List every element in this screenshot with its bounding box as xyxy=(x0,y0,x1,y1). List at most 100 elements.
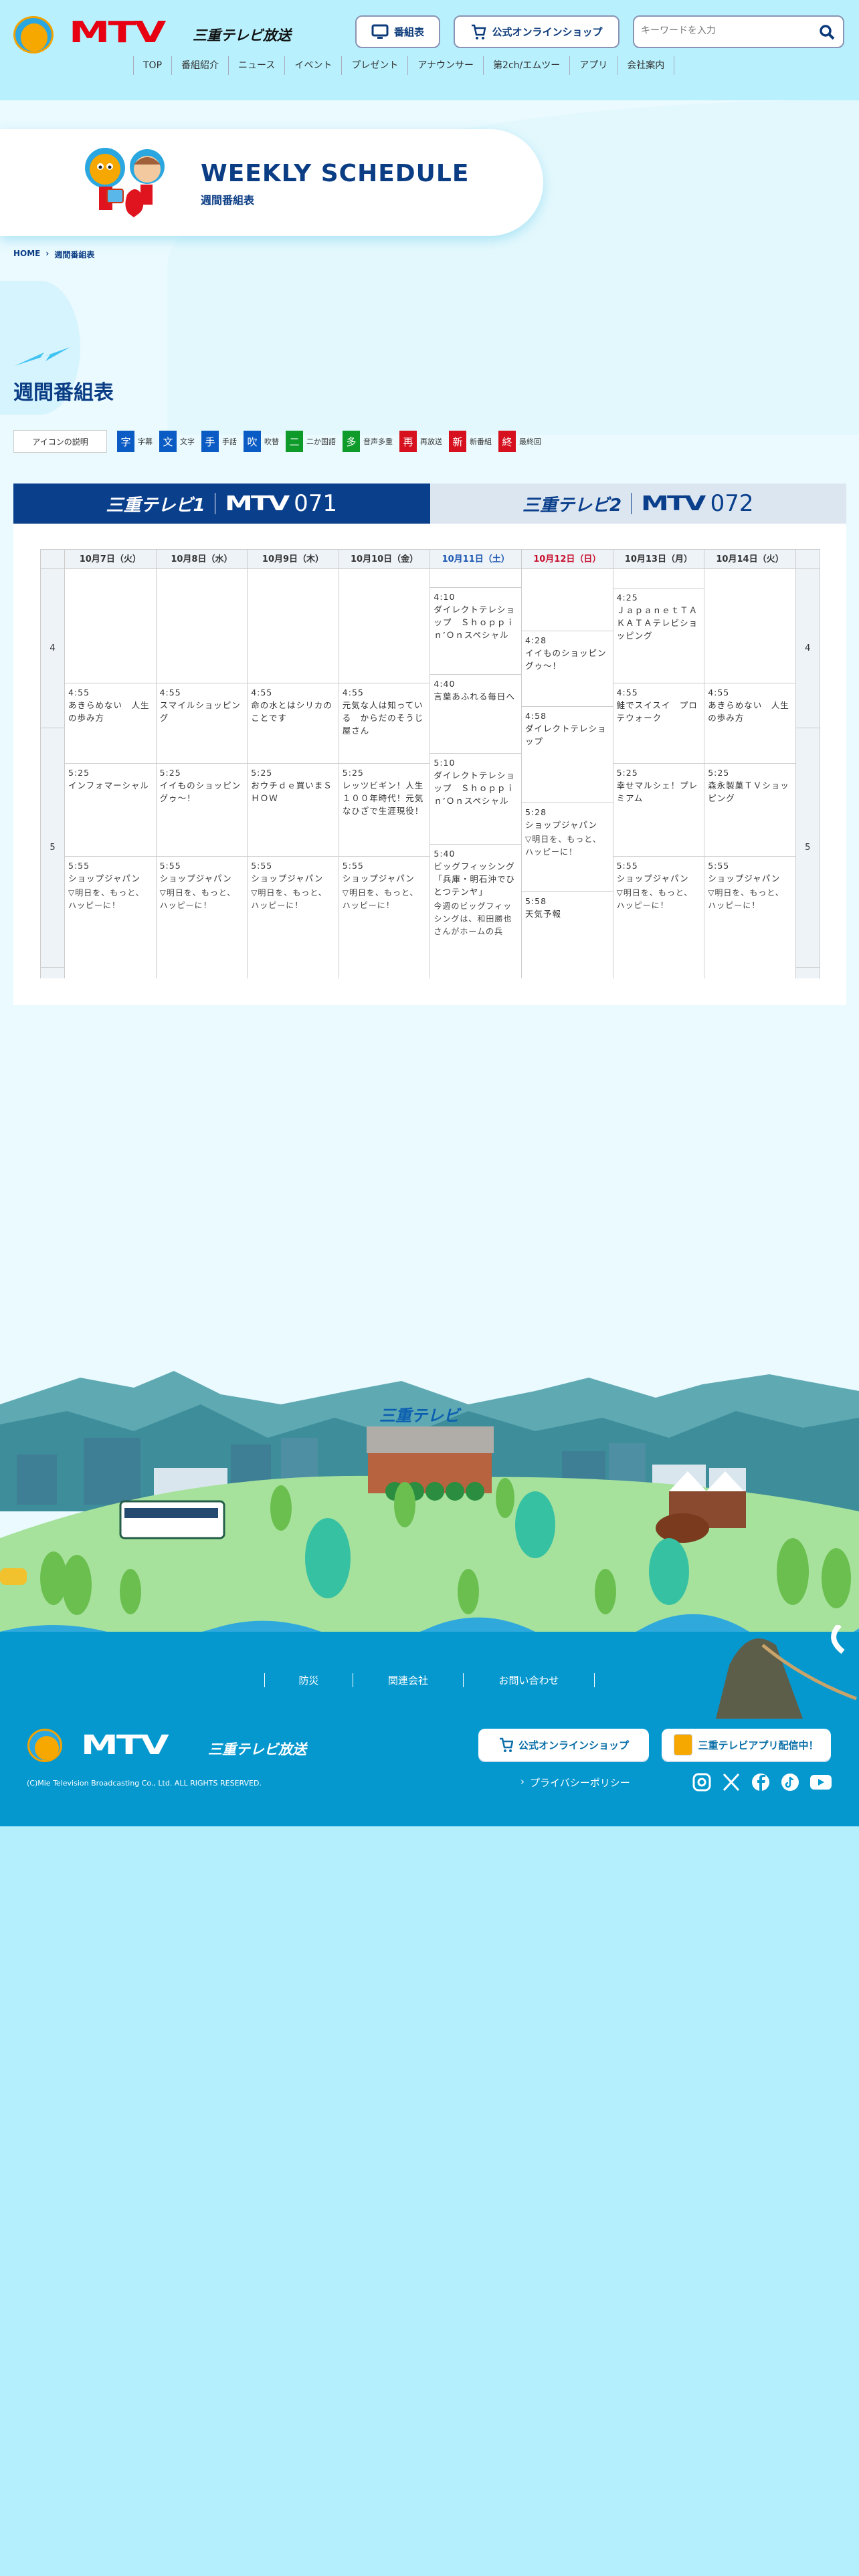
program-cell[interactable]: 4:25 ＪａｐａｎｅｔＴＡＫＡＴＡテレビショッピング xyxy=(613,588,704,683)
program-time: 5:25 xyxy=(68,768,90,778)
header-corner xyxy=(41,550,65,569)
program-cell[interactable]: 5:55 ショップジャパン ▽明日を、もっと、ハッピーに！ xyxy=(339,857,430,978)
hour-label: 4 xyxy=(41,569,64,728)
program-cell[interactable]: 4:40 言葉あふれる毎日へ xyxy=(430,675,521,754)
online-shop-label: 公式オンラインショップ xyxy=(492,26,603,38)
empty-slot xyxy=(704,569,795,683)
online-shop-button[interactable]: 公式オンラインショップ xyxy=(454,15,619,48)
nav-announcers[interactable]: アナウンサー xyxy=(407,56,483,75)
day-header[interactable]: 10月14日（火） xyxy=(704,550,796,569)
facebook-icon[interactable] xyxy=(751,1772,771,1792)
logo-subtitle: 三重テレビ放送 xyxy=(193,27,291,43)
footer-link-disaster[interactable]: 防災 xyxy=(264,1673,353,1687)
channel-brand: MTV xyxy=(641,492,706,516)
header-corner xyxy=(795,550,820,569)
x-icon[interactable] xyxy=(721,1772,741,1792)
program-cell[interactable]: 5:55 ショップジャパン ▽明日を、もっと、ハッピーに！ xyxy=(248,857,339,978)
program-title: 天気予報 xyxy=(525,909,562,919)
program-cell[interactable]: 4:55 あきらめない 人生の歩み方 xyxy=(65,683,156,764)
day-header[interactable]: 10月9日（木） xyxy=(248,550,339,569)
legend-label: 音声多重 xyxy=(363,437,393,446)
nav-company[interactable]: 会社案内 xyxy=(617,56,675,75)
nav-events[interactable]: イベント xyxy=(284,56,341,75)
youtube-icon[interactable] xyxy=(809,1772,832,1792)
nav-2ch[interactable]: 第2ch/エムツー xyxy=(483,56,569,75)
hour-label: 5 xyxy=(795,728,820,968)
program-cell[interactable]: 5:25 インフォマーシャル xyxy=(65,764,156,857)
tab-channel-1[interactable]: 三重テレビ1 MTV 071 xyxy=(13,484,430,524)
program-cell[interactable]: 5:25 レッツビギン！人生１００年時代！元気なひざで生涯現役！ xyxy=(339,764,430,857)
cart-icon xyxy=(472,24,487,39)
program-cell[interactable]: 5:25 おウチｄｅ買いまＳＨＯＷ xyxy=(248,764,339,857)
schedule-grid[interactable]: 4 5 4 5 10月7日（火） 4:55 あきらめない 人生の歩み方 5:25 インフォマーシ… xyxy=(40,549,820,978)
nav-app[interactable]: アプリ xyxy=(569,56,617,75)
program-cell[interactable]: 4:10 ダイレクトテレショップ Ｓｈｏｐｐｉｎ’Ｏｎスペシャル xyxy=(430,588,521,675)
logo-text: MTV xyxy=(69,15,166,49)
program-cell[interactable]: 4:55 あきらめない 人生の歩み方 xyxy=(704,683,795,764)
program-title: あきらめない 人生の歩み方 xyxy=(68,700,150,723)
legend-badge: 文 xyxy=(159,431,177,452)
footer-link-affiliates[interactable]: 関連会社 xyxy=(353,1673,463,1687)
program-cell[interactable]: 5:55 ショップジャパン ▽明日を、もっと、ハッピーに！ xyxy=(157,857,248,978)
program-title: ダイレクトテレショップ Ｓｈｏｐｐｉｎ’Ｏｎスペシャル xyxy=(434,605,515,640)
program-title: スマイルショッピング xyxy=(159,700,241,723)
day-header[interactable]: 10月11日（土） xyxy=(430,550,522,569)
footer-link-contact[interactable]: お問い合わせ xyxy=(463,1673,595,1687)
empty-slot xyxy=(339,569,430,683)
program-cell[interactable]: 4:55 鮭でスイスイ プロテウォーク xyxy=(613,683,704,764)
program-cell[interactable]: 4:55 命の水とはシリカのことです xyxy=(248,683,339,764)
day-header[interactable]: 10月13日（月） xyxy=(613,550,705,569)
program-cell[interactable]: 5:55 ショップジャパン ▽明日を、もっと、ハッピーに！ xyxy=(704,857,795,978)
program-time: 5:55 xyxy=(708,861,730,871)
program-cell[interactable]: 4:55 スマイルショッピング xyxy=(156,683,248,764)
program-cell[interactable]: 5:55 ショップジャパン ▽明日を、もっと、ハッピーに！ xyxy=(65,857,156,978)
day-header[interactable]: 10月12日（日） xyxy=(522,550,613,569)
breadcrumb: HOME › 週間番組表 xyxy=(13,249,94,260)
day-header[interactable]: 10月10日（金） xyxy=(339,550,431,569)
nav-top[interactable]: TOP xyxy=(133,56,171,75)
program-cell[interactable]: 4:58 ダイレクトテレショップ xyxy=(522,707,613,803)
program-title: ショップジャパン xyxy=(616,873,689,883)
program-cell[interactable]: 5:58 天気予報 xyxy=(522,892,613,978)
footer-shop-button[interactable]: 公式オンラインショップ xyxy=(478,1729,649,1761)
program-cell[interactable]: 5:28 ショップジャパン ▽明日を、もっと、ハッピーに！ xyxy=(522,803,613,892)
program-title: イイものショッピングゥ～！ xyxy=(159,780,242,803)
instagram-icon[interactable] xyxy=(692,1772,712,1792)
nav-news[interactable]: ニュース xyxy=(228,56,284,75)
program-cell[interactable]: 5:25 幸せマルシェ！プレミアム xyxy=(613,764,704,857)
program-description: ▽明日を、もっと、ハッピーに！ xyxy=(68,888,145,910)
program-time: 4:55 xyxy=(68,687,90,697)
nav-presents[interactable]: プレゼント xyxy=(341,56,407,75)
main-nav: TOP 番組紹介 ニュース イベント プレゼント アナウンサー 第2ch/エムツ… xyxy=(133,56,675,75)
day-column: 4:55 スマイルショッピング 5:25 イイものショッピングゥ～！ 5:55 ショップジ… xyxy=(156,569,248,978)
day-column: 4:55 命の水とはシリカのことです 5:25 おウチｄｅ買いまＳＨＯＷ 5:55 ショッ… xyxy=(248,569,339,978)
breadcrumb-current: 週間番組表 xyxy=(54,250,95,259)
lightning-icon xyxy=(15,347,70,366)
search-icon[interactable] xyxy=(819,24,835,40)
tiktok-icon[interactable] xyxy=(780,1772,800,1792)
channel-number: 072 xyxy=(710,490,754,517)
program-cell[interactable]: 5:25 イイものショッピングゥ～！ xyxy=(156,764,248,857)
program-cell[interactable]: 4:55 元気な人は知っている からだのそうじ屋さん xyxy=(339,683,430,764)
privacy-policy-link[interactable]: › プライバシーポリシー xyxy=(520,1776,630,1790)
day-header[interactable]: 10月8日（水） xyxy=(156,550,248,569)
program-cell[interactable]: 5:25 森永製菓ＴＶショッピング xyxy=(704,764,795,857)
breadcrumb-home[interactable]: HOME xyxy=(13,249,41,258)
day-header[interactable]: 10月7日（火） xyxy=(65,550,157,569)
program-title: 命の水とはシリカのことです xyxy=(251,700,332,723)
social-links xyxy=(692,1772,832,1792)
nav-programs[interactable]: 番組紹介 xyxy=(171,56,228,75)
search-input[interactable] xyxy=(641,25,801,35)
program-guide-button[interactable]: 番組表 xyxy=(355,15,440,48)
legend-title: アイコンの説明 xyxy=(13,430,107,453)
program-cell[interactable]: 5:40 ビッグフィッシング 「兵庫・明石沖でひとつテンヤ」 今週のビッグフィッシン… xyxy=(430,845,521,978)
footer-app-button[interactable]: 三重テレビアプリ配信中！ xyxy=(662,1729,831,1761)
mascots-illustration xyxy=(85,148,165,217)
program-cell[interactable]: 4:28 イイものショッピングゥ～！ xyxy=(522,631,613,707)
cloud-decoration xyxy=(0,281,80,415)
tab-channel-2[interactable]: 三重テレビ2 MTV 072 xyxy=(430,484,846,524)
program-cell[interactable]: 5:10 ダイレクトテレショップ Ｓｈｏｐｐｉｎ’Ｏｎスペシャル xyxy=(430,754,521,845)
program-cell[interactable]: 5:55 ショップジャパン ▽明日を、もっと、ハッピーに！ xyxy=(613,857,704,978)
legend-badge: 字 xyxy=(117,431,134,452)
